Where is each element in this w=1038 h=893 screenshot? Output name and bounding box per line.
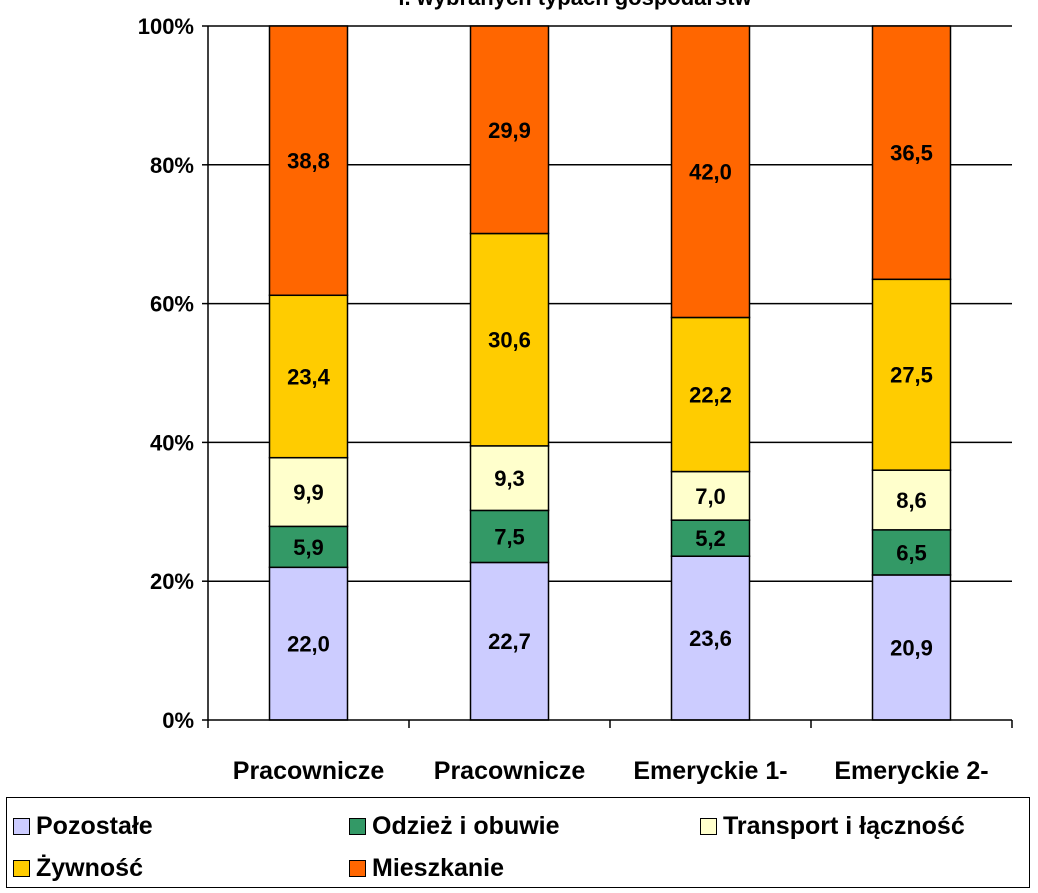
- y-tick-label: 60%: [150, 292, 194, 317]
- legend-swatch: [349, 818, 366, 835]
- data-label: 23,6: [689, 626, 732, 651]
- legend-swatch: [349, 860, 366, 877]
- legend-item-mieszkanie: Mieszkanie: [349, 854, 504, 883]
- legend-item-zywnosc: Żywność: [13, 854, 143, 883]
- y-tick-label: 100%: [138, 14, 194, 39]
- data-label: 22,2: [689, 383, 732, 408]
- legend-label: Pozostałe: [36, 812, 153, 840]
- data-label: 22,7: [488, 629, 531, 654]
- bar-segment: [268, 25, 349, 297]
- legend-swatch: [13, 860, 30, 877]
- bar-segment: [469, 25, 550, 235]
- bar-segment: [871, 574, 952, 721]
- legend-label: Mieszkanie: [372, 854, 505, 882]
- data-label: 29,9: [488, 118, 531, 143]
- bar-segment: [469, 232, 550, 447]
- bar-segment: [268, 525, 349, 569]
- data-label: 9,9: [293, 480, 324, 505]
- x-category-label: Emeryckie 1-: [633, 757, 787, 785]
- data-label: 38,8: [287, 149, 330, 174]
- legend-label: Żywność: [36, 854, 143, 882]
- legend-swatch: [13, 818, 30, 835]
- y-tick-label: 40%: [150, 430, 194, 455]
- bar-segment: [670, 316, 751, 473]
- x-category-label: Emeryckie 2-: [834, 757, 988, 785]
- legend-item-pozostale: Pozostałe: [13, 812, 153, 841]
- legend-item-transport-i-lacznosc: Transport i łączność: [700, 812, 965, 841]
- x-category-label: Pracownicze: [233, 757, 385, 785]
- data-label: 23,4: [287, 364, 331, 389]
- bar-segment: [670, 555, 751, 721]
- bar-segment: [670, 470, 751, 521]
- data-label: 5,2: [695, 526, 726, 551]
- data-label: 5,9: [293, 535, 324, 560]
- bar-segment: [268, 566, 349, 721]
- bar-segment: [670, 25, 751, 319]
- bar-segment: [871, 278, 952, 471]
- x-category-label: Pracownicze: [434, 757, 586, 785]
- bars: [268, 25, 952, 721]
- data-label: 36,5: [890, 141, 933, 166]
- data-label: 7,0: [695, 484, 726, 509]
- data-label: 9,3: [494, 466, 525, 491]
- y-tick-label: 80%: [150, 153, 194, 178]
- data-label: 6,5: [896, 540, 927, 565]
- data-label: 20,9: [890, 635, 933, 660]
- data-label: 27,5: [890, 363, 933, 388]
- y-tick-label: 20%: [150, 569, 194, 594]
- data-label: 42,0: [689, 160, 732, 185]
- legend-swatch: [700, 818, 717, 835]
- bar-segment: [670, 519, 751, 557]
- legend-label: Odzież i obuwie: [372, 812, 560, 840]
- data-label: 8,6: [896, 488, 927, 513]
- bar-segment: [469, 445, 550, 512]
- y-tick-label: 0%: [162, 708, 194, 733]
- bar-segment: [871, 469, 952, 531]
- legend: Pozostałe Odzież i obuwie Transport i łą…: [6, 797, 1030, 888]
- data-labels: 22,0 5,9 9,9 23,4 38,8 22,7 7,5 9,3 30,6 29,9 23,6…: [287, 118, 933, 661]
- data-label: 30,6: [488, 328, 531, 353]
- chart-title: i. wybranych typach gospodarstw: [398, 0, 752, 10]
- data-label: 7,5: [494, 524, 525, 549]
- legend-item-odziez-i-obuwie: Odzież i obuwie: [349, 812, 560, 841]
- bar-segment: [871, 25, 952, 281]
- legend-label: Transport i łączność: [723, 812, 965, 840]
- bar-segment: [871, 529, 952, 576]
- data-label: 22,0: [287, 632, 330, 657]
